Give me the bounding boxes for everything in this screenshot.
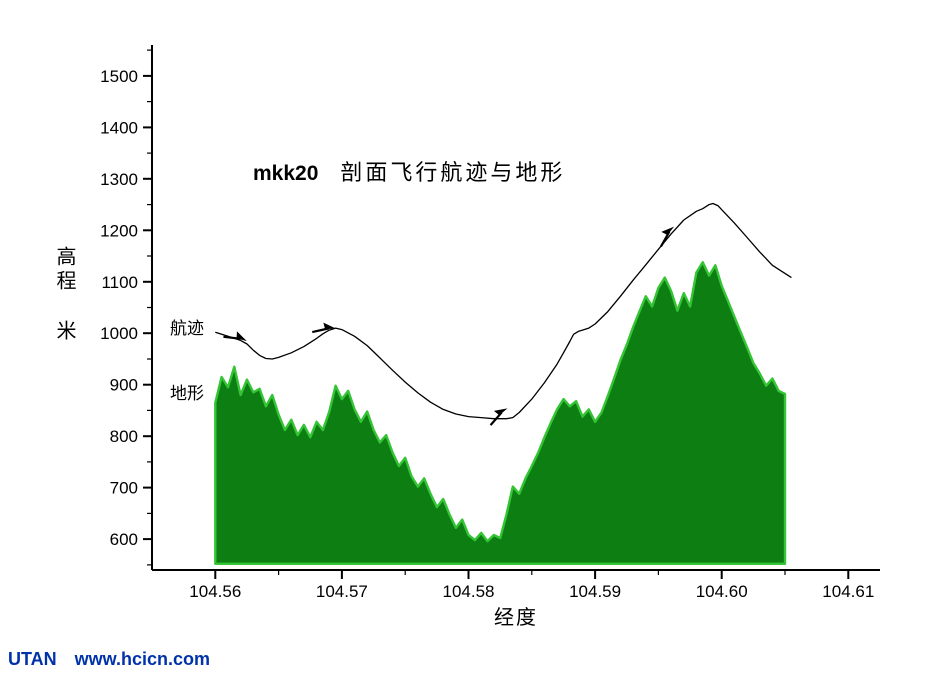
y-tick-label: 600 bbox=[110, 530, 138, 549]
direction-arrow bbox=[489, 408, 508, 426]
y-tick-label: 800 bbox=[110, 427, 138, 446]
y-tick-label: 1000 bbox=[100, 324, 138, 343]
x-tick-label: 104.60 bbox=[696, 582, 748, 601]
terrain-label: 地形 bbox=[170, 384, 204, 403]
y-tick-label: 1200 bbox=[100, 221, 138, 240]
y-tick-label: 1500 bbox=[100, 67, 138, 86]
flight-path-line bbox=[215, 202, 792, 420]
direction-arrow bbox=[660, 226, 675, 248]
y-tick-label: 700 bbox=[110, 479, 138, 498]
y-tick-label: 1400 bbox=[100, 118, 138, 137]
chart-title-text: 剖面飞行航迹与地形 bbox=[340, 160, 566, 185]
y-tick-label: 900 bbox=[110, 376, 138, 395]
x-tick-label: 104.57 bbox=[316, 582, 368, 601]
x-tick-label: 104.61 bbox=[822, 582, 874, 601]
chart-title-prefix: mkk20 bbox=[253, 162, 319, 185]
chart-title: mkk20 剖面飞行航迹与地形 bbox=[253, 155, 565, 187]
direction-arrow bbox=[223, 331, 247, 342]
x-tick-label: 104.59 bbox=[569, 582, 621, 601]
footer-url: www.hcicn.com bbox=[74, 649, 211, 669]
x-axis-title: 经度 bbox=[494, 607, 538, 629]
y-axis-ticks: 600 700 800 900 1000 1100 1200 1300 1400 1500 bbox=[100, 49, 152, 566]
direction-arrow bbox=[312, 322, 336, 334]
terrain-area bbox=[214, 261, 787, 565]
y-tick-label: 1100 bbox=[101, 273, 138, 292]
x-tick-label: 104.58 bbox=[443, 582, 495, 601]
y-axis-title: 高程 米 bbox=[53, 246, 75, 344]
flight-track-label: 航迹 bbox=[170, 319, 204, 338]
footer-brand: UTAN bbox=[8, 649, 57, 669]
x-tick-label: 104.56 bbox=[189, 582, 241, 601]
y-tick-label: 1300 bbox=[100, 170, 138, 189]
footer-watermark: UTAN www.hcicn.com bbox=[8, 649, 210, 670]
x-axis-ticks: 104.56 104.57 104.58 104.59 104.60 104.61 bbox=[189, 570, 874, 601]
direction-arrows bbox=[223, 226, 675, 426]
